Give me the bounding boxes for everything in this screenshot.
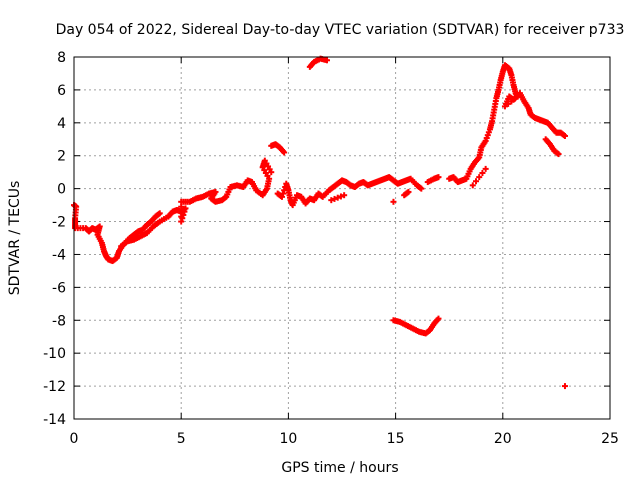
y-tick-label: -12 — [43, 379, 66, 395]
chart-title: Day 054 of 2022, Sidereal Day-to-day VTE… — [56, 22, 625, 38]
x-axis-label: GPS time / hours — [281, 460, 398, 476]
data-point — [328, 197, 335, 204]
data-point — [334, 194, 341, 201]
data-point — [281, 149, 288, 156]
y-tick-label: 2 — [57, 149, 66, 165]
data-point — [469, 182, 476, 189]
grid — [74, 57, 610, 419]
data-point — [435, 174, 442, 181]
data-point — [341, 192, 348, 199]
plot-frame — [73, 56, 611, 420]
data-point — [482, 165, 489, 172]
y-tick-label: -4 — [52, 247, 66, 263]
data-point — [268, 169, 275, 176]
data-point — [390, 198, 397, 205]
data-point — [473, 178, 479, 185]
x-tick-label: 10 — [279, 431, 297, 447]
data-point — [323, 57, 330, 64]
data-point — [479, 170, 486, 177]
y-tick-label: -6 — [52, 280, 66, 296]
data-point — [476, 174, 483, 181]
y-tick-label: -10 — [43, 346, 66, 362]
data-point — [280, 190, 287, 197]
y-axis-label: SDTVAR / TECUs — [7, 181, 23, 296]
x-tick-label: 25 — [601, 431, 619, 447]
data-point — [156, 210, 163, 217]
data-point — [278, 193, 285, 200]
data-point — [182, 205, 189, 212]
data-points — [71, 55, 568, 390]
data-point — [405, 188, 412, 195]
axis-ticks: 0 5 10 15 20 25 -14 -12 -10 -8 -6 -4 -2 0 2 4 6 8 — [43, 50, 619, 447]
y-tick-label: 6 — [57, 83, 66, 99]
data-point — [418, 185, 425, 192]
data-point — [435, 315, 442, 322]
data-point — [331, 195, 338, 202]
x-tick-label: 5 — [177, 431, 186, 447]
y-tick-label: 4 — [57, 116, 66, 132]
y-tick-label: 0 — [57, 182, 66, 198]
data-point — [337, 193, 344, 200]
x-tick-label: 20 — [494, 431, 512, 447]
y-tick-label: -2 — [52, 215, 66, 231]
data-point — [555, 151, 562, 158]
x-tick-label: 15 — [387, 431, 405, 447]
y-tick-label: -14 — [43, 412, 66, 428]
y-tick-label: -8 — [52, 313, 66, 329]
data-point — [561, 132, 568, 139]
data-point — [561, 383, 568, 390]
x-tick-label: 0 — [70, 431, 79, 447]
y-tick-label: 8 — [57, 50, 66, 66]
